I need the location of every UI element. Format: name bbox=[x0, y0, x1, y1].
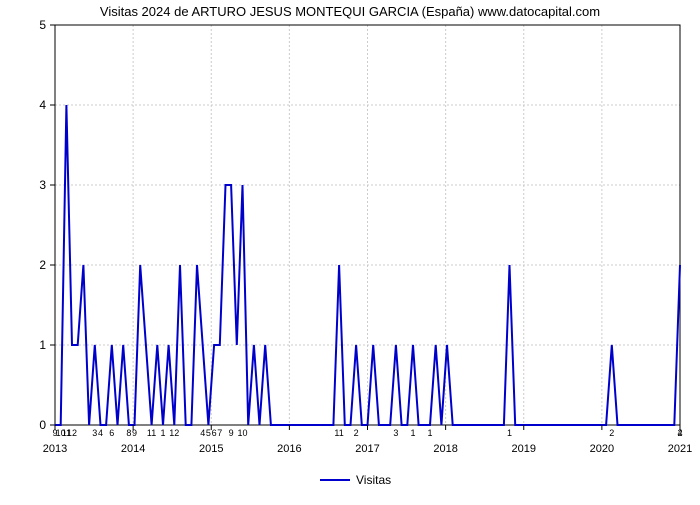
month-label: 6 bbox=[109, 428, 114, 438]
month-label: 3 bbox=[393, 428, 398, 438]
line-chart: Visitas 2024 de ARTURO JESUS MONTEQUI GA… bbox=[0, 0, 700, 505]
year-label: 2013 bbox=[43, 443, 67, 455]
ytick-label: 0 bbox=[39, 418, 46, 432]
month-label: 11 bbox=[147, 428, 156, 438]
month-label: 2 bbox=[354, 428, 359, 438]
year-label: 2017 bbox=[355, 443, 379, 455]
month-label: 1 bbox=[160, 428, 165, 438]
month-label: 1 bbox=[410, 428, 415, 438]
year-label: 2020 bbox=[590, 443, 614, 455]
month-label: 8 bbox=[126, 428, 131, 438]
month-label: 6 bbox=[212, 428, 217, 438]
month-label: 4 bbox=[200, 428, 205, 438]
legend-label: Visitas bbox=[356, 473, 391, 487]
ytick-label: 3 bbox=[39, 178, 46, 192]
year-label: 2019 bbox=[512, 443, 536, 455]
month-label: 3 bbox=[92, 428, 97, 438]
month-label: 7 bbox=[217, 428, 222, 438]
year-label: 2016 bbox=[277, 443, 301, 455]
chart-title: Visitas 2024 de ARTURO JESUS MONTEQUI GA… bbox=[100, 4, 600, 19]
month-label: 1 bbox=[427, 428, 432, 438]
month-label: 11 bbox=[334, 428, 343, 438]
month-label: 2 bbox=[609, 428, 614, 438]
month-label: 12 bbox=[169, 428, 179, 438]
month-label: 9 bbox=[229, 428, 234, 438]
month-label: 10 bbox=[237, 428, 247, 438]
ytick-label: 1 bbox=[39, 338, 46, 352]
ytick-label: 2 bbox=[39, 258, 46, 272]
year-label: 2018 bbox=[433, 443, 457, 455]
month-label: 5 bbox=[206, 428, 211, 438]
month-label: 4 bbox=[98, 428, 103, 438]
year-label: 2014 bbox=[121, 443, 145, 455]
year-label: 2021 bbox=[668, 443, 692, 455]
ytick-label: 5 bbox=[39, 18, 46, 32]
ytick-label: 4 bbox=[39, 98, 46, 112]
month-label: 1 bbox=[507, 428, 512, 438]
month-label: 12 bbox=[67, 428, 77, 438]
year-label: 2015 bbox=[199, 443, 223, 455]
